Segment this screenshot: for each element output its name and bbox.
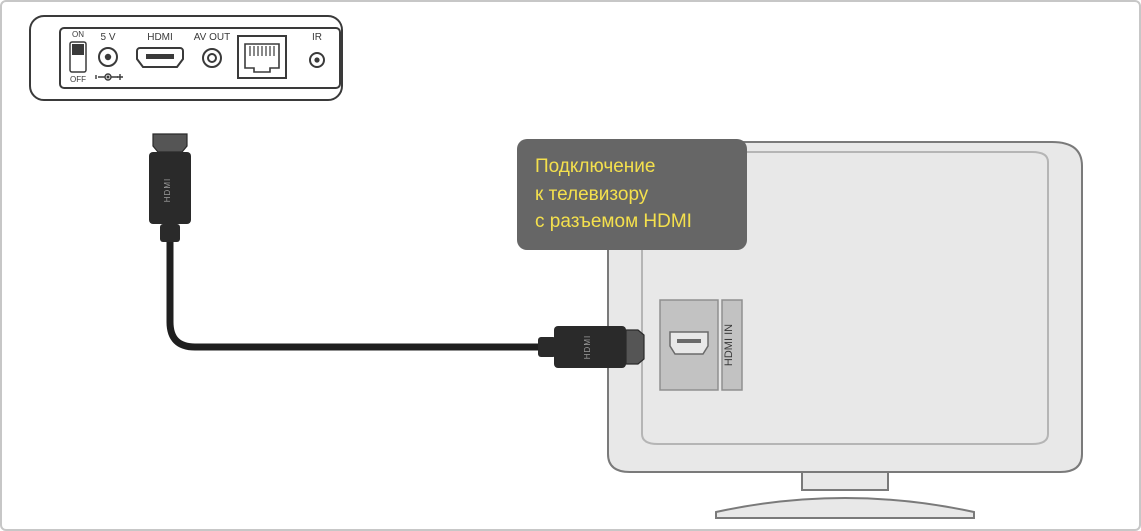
callout-box: Подключение к телевизору с разъемом HDMI <box>517 139 747 250</box>
hdmi-label: HDMI <box>147 32 173 43</box>
onoff-label-off: OFF <box>70 75 86 84</box>
hdmi-cable <box>170 239 542 347</box>
hdmi-plug-right-label: HDMI <box>583 335 592 359</box>
power-label: 5 V <box>100 32 115 43</box>
diagram-frame: ON OFF 5 V <box>0 0 1141 531</box>
hdmi-plug-left: HDMI <box>149 134 191 242</box>
hdmi-plug-right: HDMI <box>538 326 644 368</box>
settop-box: ON OFF 5 V <box>30 16 342 100</box>
ir-label: IR <box>312 32 322 43</box>
tv-hdmi-panel: HDMI IN <box>660 300 742 390</box>
callout-line1: Подключение <box>535 153 729 181</box>
onoff-switch: ON OFF <box>70 30 86 84</box>
hdmi-plug-left-label: HDMI <box>163 178 172 202</box>
connection-diagram: ON OFF 5 V <box>2 2 1141 531</box>
onoff-label-on: ON <box>72 30 84 39</box>
tv-hdmi-in-label: HDMI IN <box>723 324 735 366</box>
callout-line3: с разъемом HDMI <box>535 208 729 236</box>
avout-label: AV OUT <box>194 32 230 43</box>
callout-line2: к телевизору <box>535 181 729 209</box>
lan-port <box>238 36 286 78</box>
